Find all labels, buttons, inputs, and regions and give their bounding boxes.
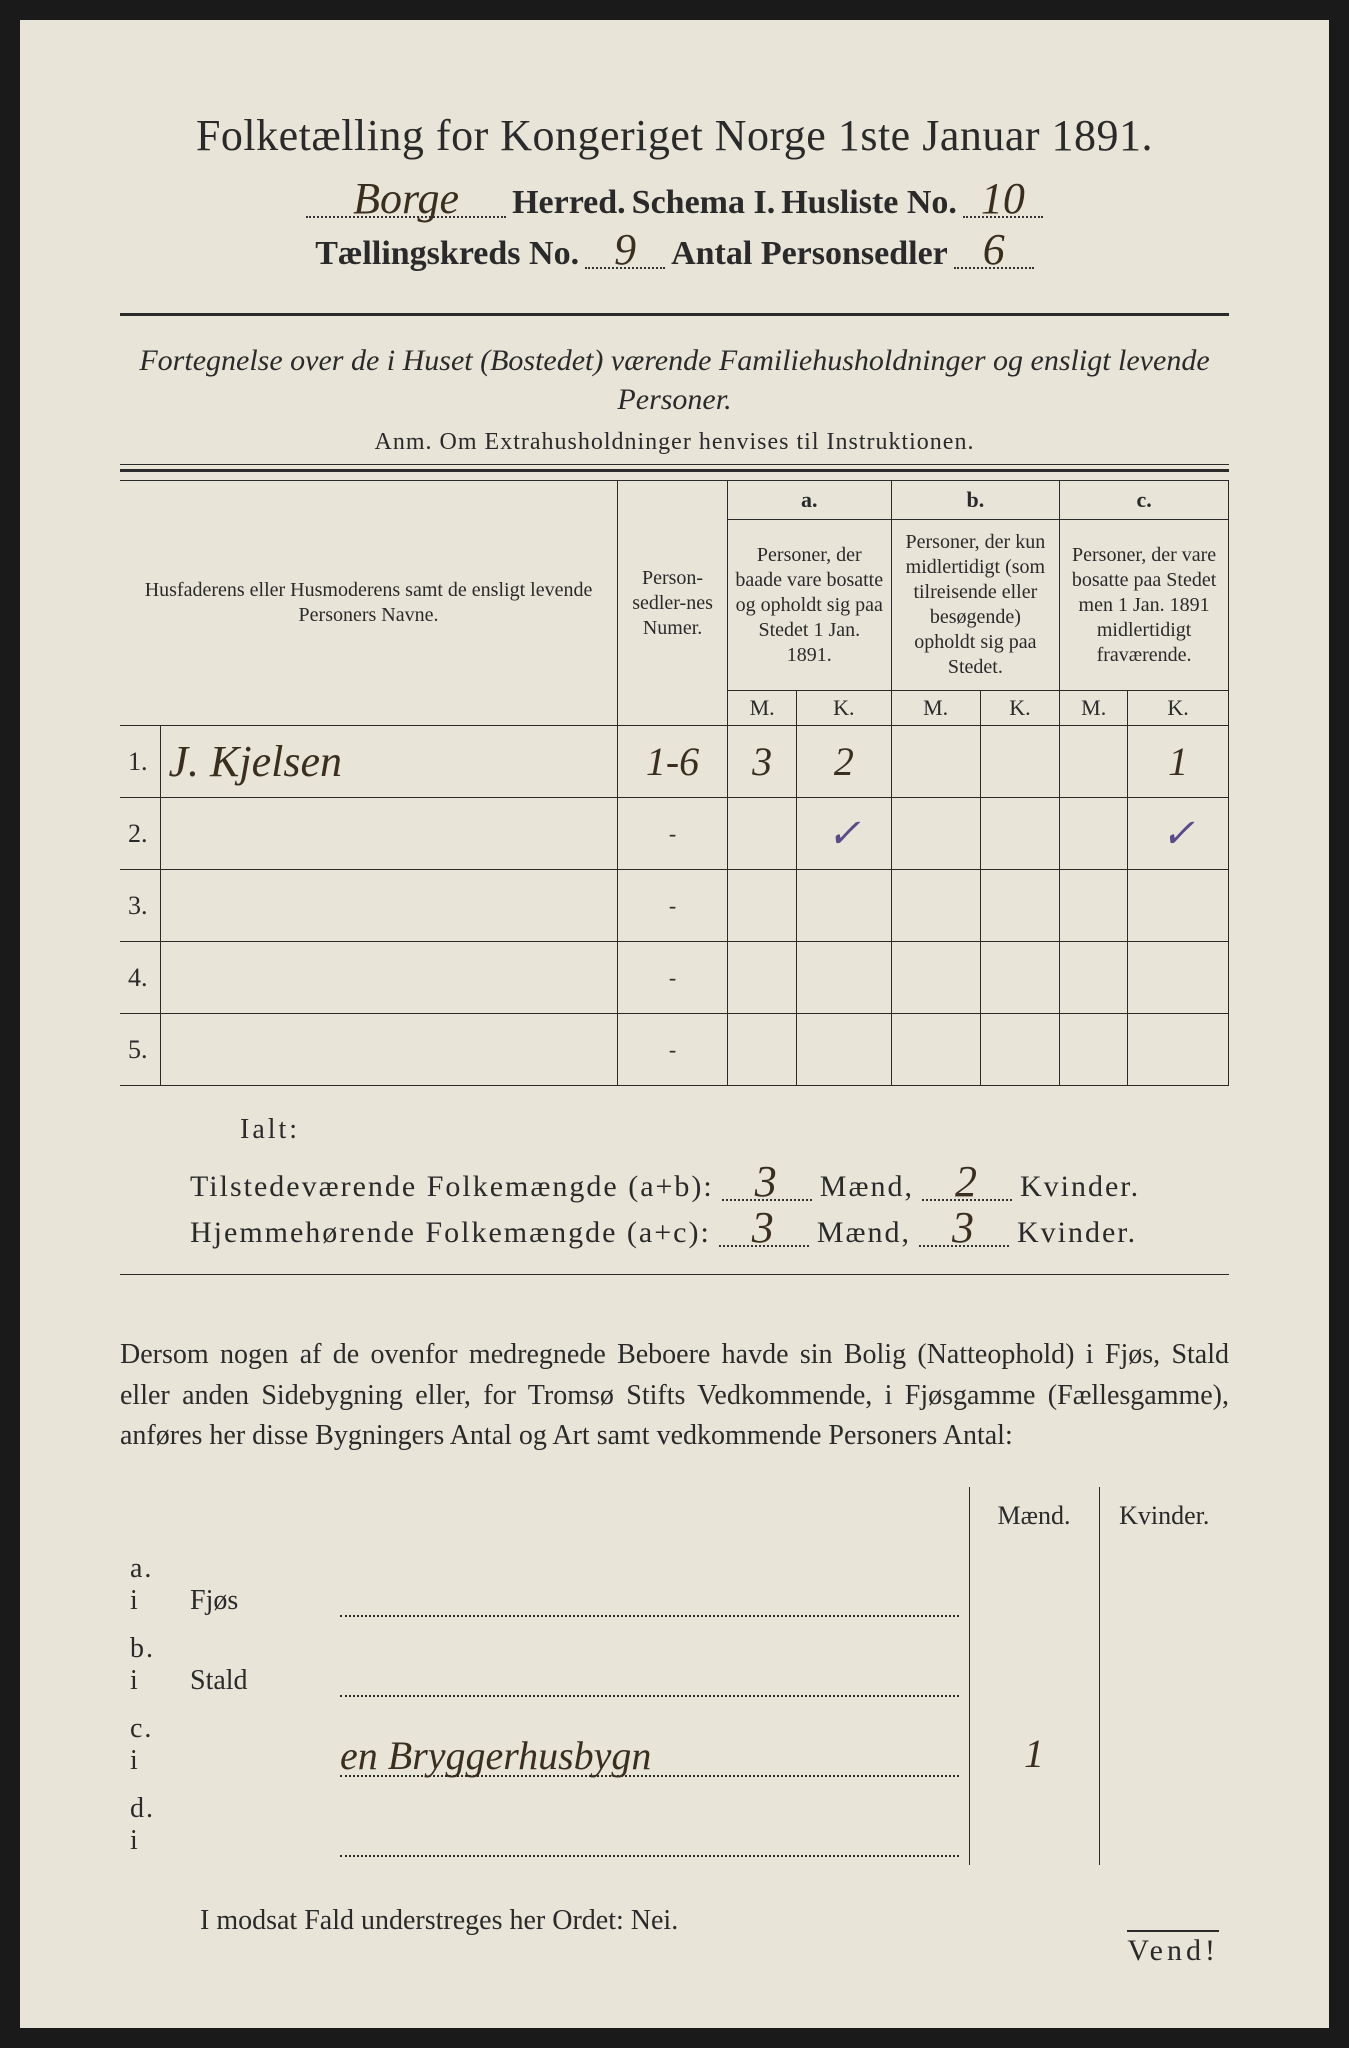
herred-value: Borge [306, 181, 506, 218]
sidebygning-table: Mænd. Kvinder. a. i Fjøs b. i Stald c. i… [120, 1487, 1229, 1865]
husliste-label: Husliste No. [781, 184, 957, 222]
summary-1-m: 3 [722, 1164, 812, 1201]
main-table: Husfaderens eller Husmoderens samt de en… [120, 480, 1229, 1086]
row-hand: en Bryggerhusbygn [340, 1732, 651, 1779]
summary-line-1: Tilstedeværende Folkemængde (a+b): 3 Mæn… [190, 1164, 1229, 1204]
col-b-m: M. [891, 691, 980, 726]
col-c-label: c. [1060, 481, 1229, 520]
row-type: Fjøs [180, 1545, 330, 1625]
row-num: 1. [120, 726, 160, 798]
summary-1-label: Tilstedeværende Folkemængde (a+b): [190, 1170, 714, 1204]
row-num: 2. [120, 798, 160, 870]
table-row: 4. - [120, 942, 1229, 1014]
col-b-label: b. [891, 481, 1060, 520]
kreds-value: 9 [585, 232, 665, 269]
table-row: 1. J. Kjelsen 1-6 3 2 1 [120, 726, 1229, 798]
col-b-k: K. [980, 691, 1060, 726]
row-num: 3. [120, 870, 160, 942]
summary-2-m: 3 [719, 1210, 809, 1247]
row-ck: ✓ [1161, 811, 1195, 856]
header-line-2: Tællingskreds No. 9 Antal Personsedler 6 [120, 232, 1229, 273]
kreds-label: Tællingskreds No. [315, 235, 579, 273]
maend-header: Mænd. [969, 1487, 1099, 1545]
row-label: b. i [120, 1625, 180, 1705]
census-form-page: Folketælling for Kongeriget Norge 1ste J… [20, 20, 1329, 2028]
col-a-text: Personer, der baade vare bosatte og opho… [728, 520, 892, 691]
row-label: d. i [120, 1785, 180, 1865]
row-m: 1 [1024, 1731, 1044, 1776]
table-row: 2. - ✓ ✓ [120, 798, 1229, 870]
table-row: 5. - [120, 1014, 1229, 1086]
summary-1-k: 2 [922, 1164, 1012, 1201]
summary-2-k: 3 [919, 1210, 1009, 1247]
row-numer: 1-6 [646, 739, 699, 784]
kvinder-label: Kvinder. [1017, 1216, 1137, 1250]
table-row: 3. - [120, 870, 1229, 942]
bolig-paragraph: Dersom nogen af de ovenfor medregnede Be… [120, 1335, 1229, 1457]
antal-value: 6 [954, 232, 1034, 269]
husliste-value: 10 [963, 181, 1043, 218]
sidebygning-row: d. i [120, 1785, 1229, 1865]
col-c-m: M. [1060, 691, 1128, 726]
summary-line-2: Hjemmehørende Folkemængde (a+c): 3 Mænd,… [190, 1210, 1229, 1250]
row-am: 3 [752, 739, 772, 784]
kvinder-label: Kvinder. [1020, 1170, 1140, 1204]
row-num: 5. [120, 1014, 160, 1086]
form-title: Folketælling for Kongeriget Norge 1ste J… [120, 110, 1229, 161]
maend-label: Mænd, [820, 1170, 914, 1204]
maend-label: Mænd, [817, 1216, 911, 1250]
schema-label: Schema I. [632, 184, 776, 222]
divider [120, 464, 1229, 465]
col-a-k: K. [797, 691, 891, 726]
col-name: Husfaderens eller Husmoderens samt de en… [120, 481, 618, 726]
sidebygning-row: b. i Stald [120, 1625, 1229, 1705]
row-num: 4. [120, 942, 160, 1014]
row-ak: ✓ [827, 811, 861, 856]
row-numer: - [669, 893, 676, 918]
row-label: a. i [120, 1545, 180, 1625]
divider [120, 1274, 1229, 1275]
row-numer: - [669, 1037, 676, 1062]
col-a-m: M. [728, 691, 797, 726]
summary-2-label: Hjemmehørende Folkemængde (a+c): [190, 1216, 711, 1250]
ialt-label: Ialt: [240, 1114, 1229, 1146]
vend-label: Vend! [1127, 1930, 1219, 1968]
form-subtitle: Fortegnelse over de i Huset (Bostedet) v… [120, 341, 1229, 419]
col-c-k: K. [1128, 691, 1229, 726]
divider [120, 313, 1229, 316]
col-c-text: Personer, der vare bosatte paa Stedet me… [1060, 520, 1229, 691]
row-ck: 1 [1168, 739, 1188, 784]
row-name: J. Kjelsen [169, 737, 343, 786]
col-a-label: a. [728, 481, 892, 520]
header-line-1: Borge Herred. Schema I. Husliste No. 10 [120, 181, 1229, 222]
col-numer: Person-sedler-nes Numer. [618, 481, 728, 726]
row-numer: - [669, 965, 676, 990]
modsat-text: I modsat Fald understreges her Ordet: Ne… [200, 1905, 1229, 1937]
kvinder-header: Kvinder. [1099, 1487, 1229, 1545]
form-anm: Anm. Om Extrahusholdninger henvises til … [120, 429, 1229, 456]
row-ak: 2 [834, 739, 854, 784]
sidebygning-row: a. i Fjøs [120, 1545, 1229, 1625]
row-type: Stald [180, 1625, 330, 1705]
antal-label: Antal Personsedler [671, 235, 948, 273]
row-numer: - [669, 821, 676, 846]
row-label: c. i [120, 1705, 180, 1785]
sidebygning-row: c. i en Bryggerhusbygn 1 [120, 1705, 1229, 1785]
col-b-text: Personer, der kun midlertidigt (som tilr… [891, 520, 1060, 691]
divider [120, 469, 1229, 472]
herred-label: Herred. [512, 184, 626, 222]
